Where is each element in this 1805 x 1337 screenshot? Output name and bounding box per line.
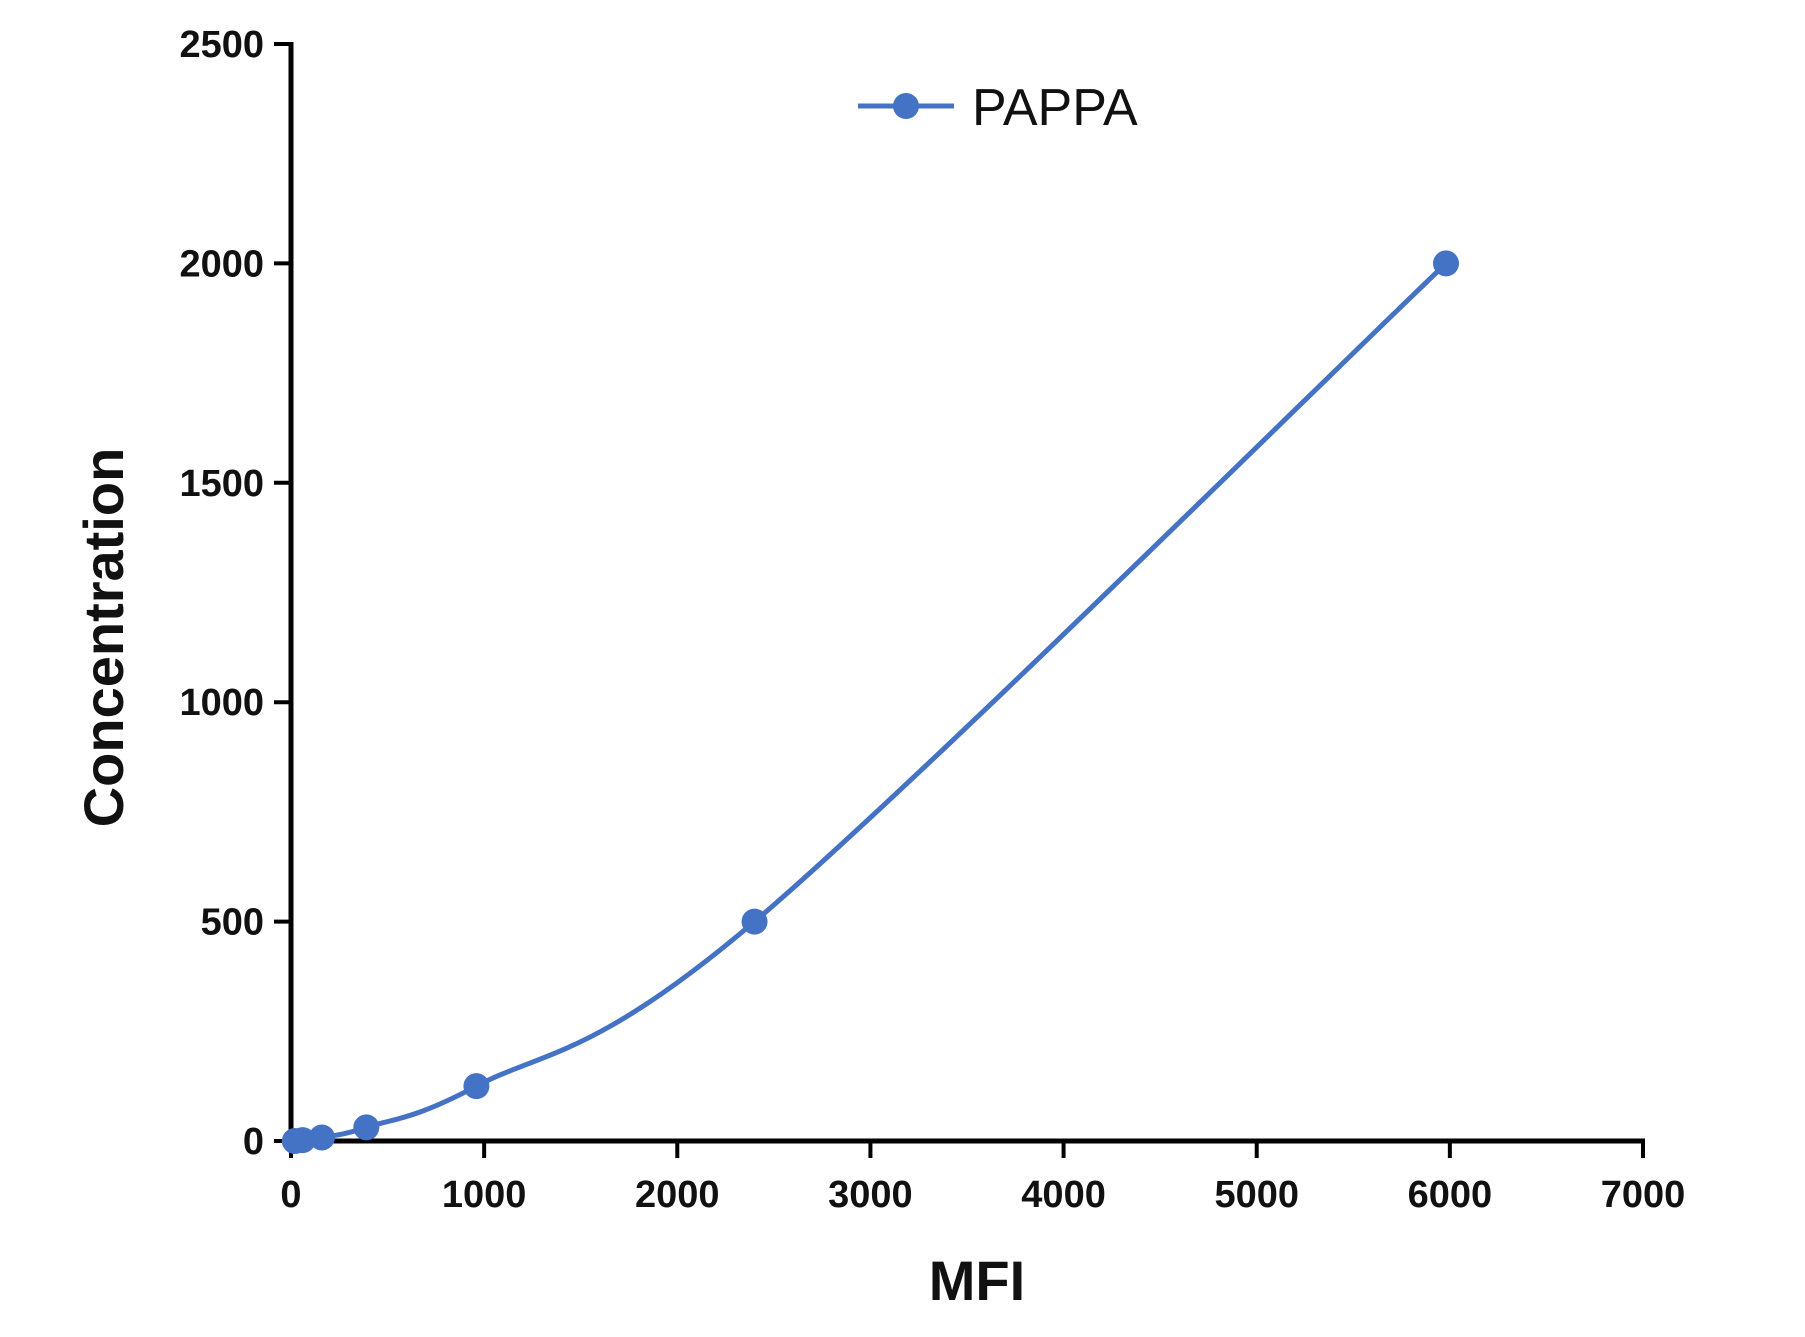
data-point: [308, 1124, 335, 1151]
x-tick-label: 7000: [1601, 1174, 1686, 1216]
x-axis-title: MFI: [929, 1249, 1025, 1312]
data-point: [289, 1127, 316, 1154]
x-tick-label: 0: [280, 1174, 301, 1216]
legend-marker: [893, 93, 919, 119]
x-tick-label: 5000: [1214, 1174, 1299, 1216]
y-tick-label: 0: [243, 1121, 264, 1163]
data-point: [1432, 250, 1459, 277]
data-point: [353, 1114, 380, 1141]
series-line: [292, 260, 1449, 1144]
y-axis-title: Concentration: [72, 448, 135, 828]
x-tick-label: 3000: [828, 1174, 913, 1216]
x-tick-label: 1000: [442, 1174, 527, 1216]
data-point: [463, 1073, 490, 1100]
data-point: [741, 908, 768, 935]
x-tick-label: 4000: [1021, 1174, 1106, 1216]
y-tick-label: 1500: [179, 463, 264, 505]
y-tick-label: 2000: [179, 243, 264, 285]
y-tick-label: 1000: [179, 682, 264, 724]
y-tick-label: 2500: [179, 24, 264, 66]
x-tick-label: 2000: [635, 1174, 720, 1216]
plot-area: [281, 250, 1459, 1154]
axes: 0 500 1000 1500 2000 2500 0 1000 2000 3000 4000 500…: [179, 24, 1685, 1216]
y-tick-label: 500: [201, 902, 264, 944]
legend: PAPPA: [858, 79, 1138, 137]
x-tick-label: 6000: [1408, 1174, 1493, 1216]
legend-label: PAPPA: [972, 79, 1138, 137]
